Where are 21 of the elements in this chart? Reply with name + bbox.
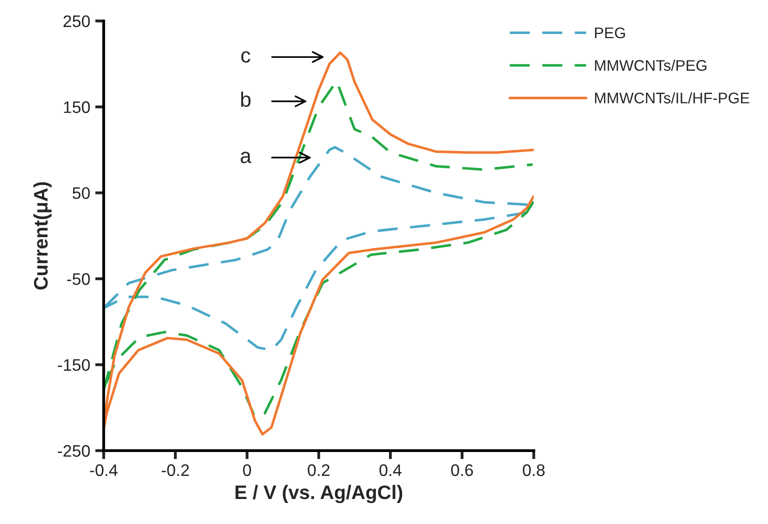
- legend-label: PEG: [595, 27, 625, 38]
- x-tick-label: 0.6: [451, 464, 473, 476]
- y-tick-label: 150: [64, 101, 90, 114]
- y-tick-label: 50: [72, 187, 90, 200]
- x-tick-label: -0.2: [162, 464, 189, 476]
- legend-label: MMWCNTs/IL/HF-PGE: [595, 92, 750, 104]
- x-tick-label: -0.4: [90, 464, 118, 476]
- y-tick-label: -150: [58, 359, 90, 371]
- y-tick-label: -50: [67, 273, 90, 285]
- x-tick-label: 0.8: [522, 464, 545, 476]
- x-axis-title: E / V (vs. Ag/AgCl): [236, 484, 402, 504]
- x-tick-label: 0.2: [308, 464, 330, 476]
- annotation: b: [241, 92, 251, 107]
- annotation: a: [240, 152, 252, 164]
- y-tick-label: -250: [58, 445, 90, 457]
- x-tick-label: 0.4: [379, 464, 402, 476]
- x-tick-label: 0: [243, 464, 252, 476]
- y-axis-title: Current(μA): [33, 182, 52, 290]
- y-tick-label: 250: [64, 15, 90, 28]
- legend-label: MMWCNTs/PEG: [595, 60, 706, 71]
- annotation: c: [241, 51, 250, 63]
